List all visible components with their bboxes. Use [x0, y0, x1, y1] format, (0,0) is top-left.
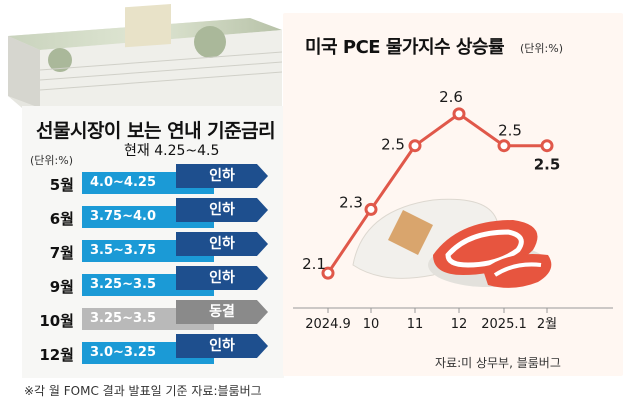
rate-row-month: 12월 [39, 346, 74, 364]
pce-unit-label: (단위:%) [520, 42, 563, 55]
rate-unit-label: (단위:%) [30, 154, 73, 167]
rate-row-month: 10월 [39, 312, 74, 330]
pce-data-label: 2.5 [498, 122, 522, 140]
rate-row-action: 인하 [176, 164, 268, 188]
pce-data-point [540, 139, 554, 153]
pce-data-point [364, 202, 378, 216]
pce-data-point [497, 139, 511, 153]
pce-data-label: 2.1 [302, 255, 326, 273]
pce-chart-title: 미국 PCE 물가지수 상승률 [305, 37, 505, 58]
rate-row: 12월 3.0~3.25 인하 [26, 334, 276, 366]
rate-row-month: 9월 [49, 278, 74, 296]
rate-row: 10월 3.25~3.5 동결 [26, 300, 276, 332]
pce-line-chart: 2.1 2.3 2.5 2.6 2.5 2.5 2024.9 10 11 12 2025.1 2월 [293, 88, 613, 332]
current-rate-label: 현재 4.25~4.5 [124, 143, 220, 159]
pce-source: 자료:미 상무부, 블룸버그 [435, 356, 561, 370]
rate-row-month: 6월 [49, 210, 74, 228]
rate-row-month: 5월 [49, 176, 74, 194]
rate-row: 5월 4.0~4.25 인하 [26, 164, 276, 196]
pce-x-tick-label: 10 [363, 317, 380, 332]
pce-data-label: 2.5 [534, 156, 561, 174]
pce-series-line [326, 112, 547, 274]
rate-row-action: 동결 [176, 300, 268, 324]
pce-panel-background [283, 13, 623, 376]
rate-panel-title: 선물시장이 보는 연내 기준금리 [36, 120, 276, 142]
pce-data-label: 2.5 [381, 136, 405, 154]
pce-x-tick-label: 2월 [537, 317, 557, 332]
dollar-bill-stack-illustration [8, 4, 283, 108]
pce-x-tick-label: 2024.9 [305, 317, 351, 332]
rate-footnote: ※각 월 FOMC 결과 발표일 기준 자료:블룸버그 [24, 384, 262, 398]
rate-row-action: 인하 [176, 232, 268, 256]
pce-data-label: 2.3 [339, 193, 363, 211]
pce-data-point [452, 107, 466, 121]
pce-data-label: 2.6 [439, 88, 463, 106]
pce-x-tick-label: 11 [407, 317, 424, 332]
rate-row: 7월 3.5~3.75 인하 [26, 232, 276, 264]
rate-row-action: 인하 [176, 198, 268, 222]
rate-row: 6월 3.75~4.0 인하 [26, 198, 276, 230]
pce-data-point [321, 266, 335, 280]
rate-row-month: 7월 [49, 244, 74, 262]
rate-row-action: 인하 [176, 334, 268, 358]
pce-x-tick-label: 2025.1 [481, 317, 527, 332]
food-illustration [352, 198, 552, 288]
rate-row: 9월 3.25~3.5 인하 [26, 266, 276, 298]
pce-data-point [408, 139, 422, 153]
pce-x-tick-label: 12 [451, 317, 468, 332]
rate-row-action: 인하 [176, 266, 268, 290]
